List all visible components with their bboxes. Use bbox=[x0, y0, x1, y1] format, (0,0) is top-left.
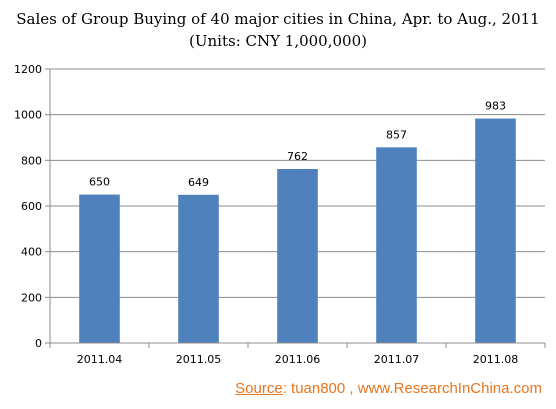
x-tick-label: 2011.07 bbox=[374, 353, 420, 366]
source-text: : tuan800 , www.ResearchInChina.com bbox=[282, 380, 542, 397]
y-axis-ticks: 0 200 400 600 800 1000 1200 bbox=[14, 63, 50, 350]
data-label: 762 bbox=[287, 150, 308, 163]
x-tick-label: 2011.05 bbox=[176, 353, 222, 366]
source-note: Source: tuan800 , www.ResearchInChina.co… bbox=[235, 380, 542, 397]
chart-subtitle: (Units: CNY 1,000,000) bbox=[189, 32, 367, 50]
x-axis-ticks: 2011.04 2011.05 2011.06 2011.07 2011.08 bbox=[49, 343, 546, 366]
x-tick-label: 2011.08 bbox=[473, 353, 519, 366]
y-tick-label: 1000 bbox=[14, 109, 42, 122]
bar bbox=[475, 118, 516, 343]
chart-title: Sales of Group Buying of 40 major cities… bbox=[16, 10, 540, 28]
y-tick-label: 0 bbox=[35, 337, 42, 350]
y-tick-label: 1200 bbox=[14, 63, 42, 76]
data-label: 857 bbox=[386, 128, 407, 141]
bar bbox=[79, 194, 120, 343]
x-tick-label: 2011.06 bbox=[275, 353, 321, 366]
data-label: 650 bbox=[89, 176, 110, 189]
y-tick-label: 400 bbox=[21, 246, 42, 259]
data-label: 983 bbox=[485, 100, 506, 113]
x-tick-label: 2011.04 bbox=[77, 353, 123, 366]
y-tick-label: 600 bbox=[21, 200, 42, 213]
y-tick-label: 800 bbox=[21, 154, 42, 167]
bar bbox=[376, 147, 417, 343]
y-tick-label: 200 bbox=[21, 291, 42, 304]
data-labels: 650 649 762 857 983 bbox=[89, 100, 506, 189]
bar bbox=[277, 169, 318, 343]
data-label: 649 bbox=[188, 176, 209, 189]
source-label: Source bbox=[235, 380, 283, 397]
bars bbox=[79, 118, 516, 343]
bar bbox=[178, 194, 219, 343]
